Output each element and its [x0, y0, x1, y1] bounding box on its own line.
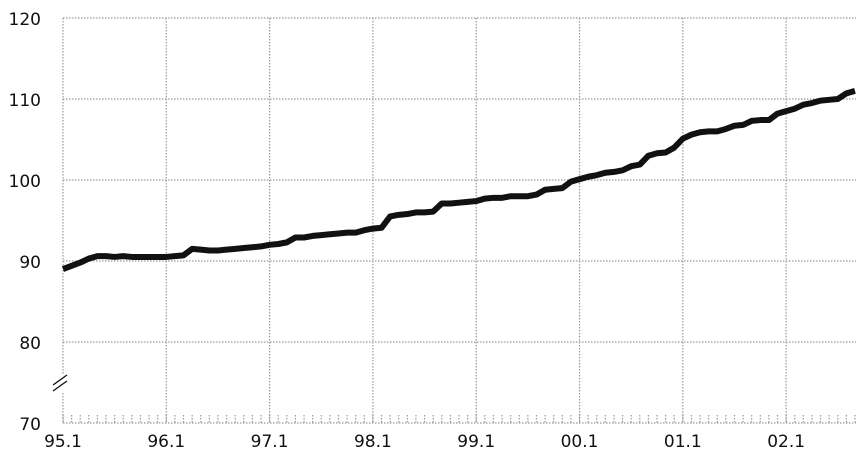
x-tick-label: 00.1 [561, 432, 599, 452]
x-tick-label: 95.1 [44, 432, 82, 452]
y-tick-label: 70 [19, 415, 41, 435]
x-tick-label: 97.1 [251, 432, 289, 452]
axis-break [52, 374, 68, 392]
x-tick-label: 99.1 [457, 432, 495, 452]
x-tick-label: 01.1 [664, 432, 702, 452]
y-tick-label: 90 [19, 253, 41, 273]
x-tick-label: 02.1 [767, 432, 805, 452]
y-tick-label: 80 [19, 334, 41, 354]
y-tick-label: 110 [9, 91, 41, 111]
data-line [61, 88, 856, 272]
axis-break-mark [52, 374, 68, 386]
y-tick-label: 120 [9, 10, 41, 30]
x-tick-label: 96.1 [147, 432, 185, 452]
x-tick-label: 98.1 [354, 432, 392, 452]
y-tick-label: 100 [9, 172, 41, 192]
axis-break-mark [52, 380, 68, 392]
